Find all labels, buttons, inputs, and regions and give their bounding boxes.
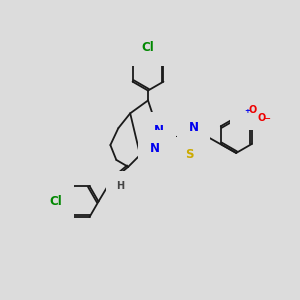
Text: +: + bbox=[244, 108, 250, 114]
Text: Cl: Cl bbox=[142, 41, 154, 55]
Text: N: N bbox=[240, 110, 248, 120]
Text: H: H bbox=[116, 181, 124, 191]
Text: N: N bbox=[154, 124, 164, 137]
Text: S: S bbox=[185, 148, 194, 161]
Text: O: O bbox=[257, 113, 265, 123]
Text: Cl: Cl bbox=[50, 195, 62, 208]
Text: N: N bbox=[189, 121, 199, 134]
Text: −: − bbox=[263, 114, 270, 123]
Text: N: N bbox=[150, 142, 160, 154]
Text: O: O bbox=[249, 105, 257, 116]
